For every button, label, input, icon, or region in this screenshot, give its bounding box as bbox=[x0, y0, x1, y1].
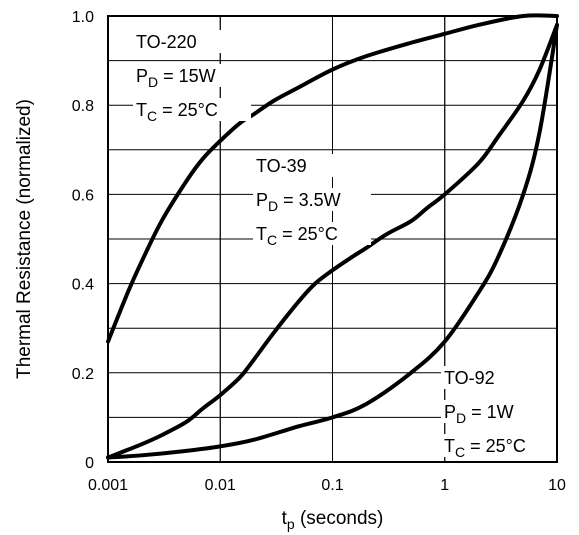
annotation-line: TO-92 bbox=[444, 368, 495, 388]
annotation-sub: D bbox=[456, 410, 466, 426]
x-axis-label-rest: (seconds) bbox=[295, 508, 384, 529]
x-axis-label-main: t bbox=[282, 508, 288, 529]
series-line-to-92 bbox=[106, 22, 559, 460]
annotation-bg bbox=[253, 188, 371, 211]
annotation-bg bbox=[253, 154, 371, 177]
annotation-rest: = 15W bbox=[158, 66, 216, 86]
series-curves bbox=[106, 13, 559, 460]
y-tick-label: 0 bbox=[85, 455, 94, 472]
annotation-main: TO-92 bbox=[444, 368, 495, 388]
annotation-main: T bbox=[444, 436, 455, 456]
x-axis-ticks: 0.001 0.01 0.1 1 10 bbox=[88, 477, 566, 494]
annotation-bg bbox=[253, 222, 371, 245]
annotation-rest: = 25°C bbox=[277, 224, 338, 244]
annotation-line: PD = 15W bbox=[136, 66, 216, 90]
y-tick-label: 0.4 bbox=[72, 277, 94, 294]
annotation-bg bbox=[133, 30, 251, 53]
annotation-line: TC = 25°C bbox=[136, 100, 218, 124]
annotation-main: TO-39 bbox=[256, 156, 307, 176]
annotation-bg bbox=[441, 366, 559, 389]
annotation-bg bbox=[133, 98, 251, 121]
annotation-sub: D bbox=[268, 198, 278, 214]
annotation-main: T bbox=[256, 224, 267, 244]
y-tick-label: 1.0 bbox=[72, 9, 94, 26]
annotation-sub: D bbox=[148, 74, 158, 90]
annotation-rest: = 25°C bbox=[465, 436, 526, 456]
annotation-line: TO-220 bbox=[136, 32, 197, 52]
annotation-bg bbox=[133, 64, 251, 87]
annotation-sub: C bbox=[455, 444, 465, 460]
annotation-rest: = 1W bbox=[466, 402, 514, 422]
annotation-line: TO-39 bbox=[256, 156, 307, 176]
y-tick-label: 0.8 bbox=[72, 98, 94, 115]
annotation-to-220: TO-220 PD = 15W TC = 25°C bbox=[133, 30, 251, 124]
x-tick-label: 1 bbox=[440, 477, 449, 494]
annotation-line: TC = 25°C bbox=[256, 224, 338, 248]
annotation-rest: = 25°C bbox=[157, 100, 218, 120]
annotation-main: P bbox=[444, 402, 456, 422]
annotation-sub: C bbox=[267, 232, 277, 248]
y-axis-ticks: 0 0.2 0.4 0.6 0.8 1.0 bbox=[72, 9, 94, 472]
series-line-to-39 bbox=[106, 22, 559, 460]
annotation-sub: C bbox=[147, 108, 157, 124]
annotation-main: P bbox=[256, 190, 268, 210]
annotation-bg bbox=[441, 400, 559, 423]
annotation-main: T bbox=[136, 100, 147, 120]
annotation-line: PD = 1W bbox=[444, 402, 514, 426]
annotation-line: PD = 3.5W bbox=[256, 190, 341, 214]
x-axis-label: tp (seconds) bbox=[282, 508, 384, 532]
x-axis-label-sub: p bbox=[287, 516, 295, 532]
x-tick-label: 10 bbox=[548, 477, 566, 494]
series-line-to-220 bbox=[106, 13, 559, 344]
annotation-main: TO-220 bbox=[136, 32, 197, 52]
y-tick-label: 0.6 bbox=[72, 187, 94, 204]
x-tick-label: 0.1 bbox=[321, 477, 343, 494]
annotation-line: TC = 25°C bbox=[444, 436, 526, 460]
x-tick-label: 0.01 bbox=[205, 477, 236, 494]
y-axis-label: Thermal Resistance (normalized) bbox=[14, 99, 35, 379]
annotation-to-39: TO-39 PD = 3.5W TC = 25°C bbox=[253, 154, 371, 248]
annotation-main: P bbox=[136, 66, 148, 86]
annotation-rest: = 3.5W bbox=[278, 190, 341, 210]
annotation-to-92: TO-92 PD = 1W TC = 25°C bbox=[441, 366, 559, 460]
x-tick-label: 0.001 bbox=[88, 477, 128, 494]
annotation-bg bbox=[441, 434, 559, 457]
y-tick-label: 0.2 bbox=[72, 366, 94, 383]
plot-frame bbox=[107, 15, 558, 463]
